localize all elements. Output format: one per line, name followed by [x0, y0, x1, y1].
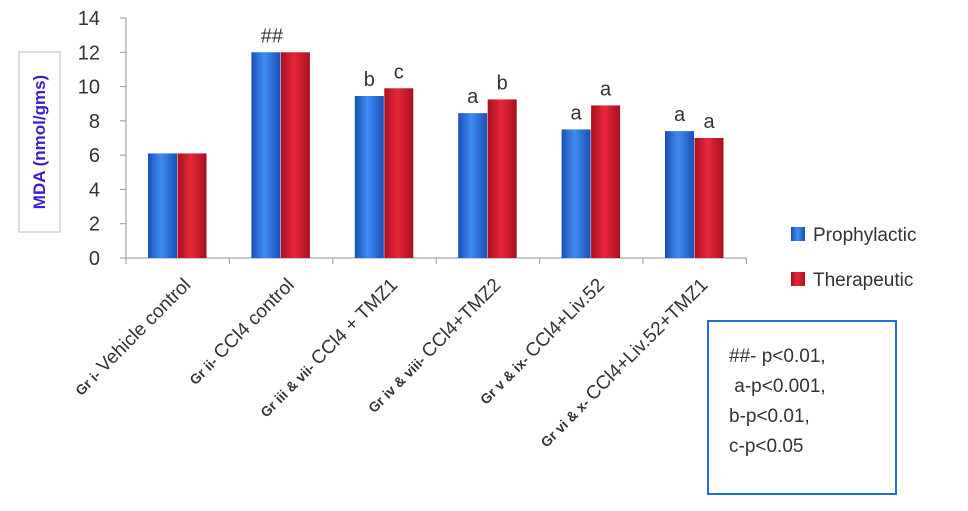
y-tick-label: 0 [89, 248, 100, 270]
legend-swatch-therapeutic [791, 272, 805, 286]
significance-label: ## [261, 25, 284, 47]
y-tick-label: 2 [89, 214, 100, 236]
bar-prophylactic [458, 113, 488, 259]
note-line: a-p<0.001, [729, 376, 826, 397]
x-tick-label: Gr ii- CCl4 control [184, 275, 299, 390]
significance-label: c [394, 61, 404, 83]
y-tick-label: 14 [78, 8, 100, 30]
bar-therapeutic [487, 99, 517, 258]
legend-label: Prophylactic [813, 225, 917, 246]
significance-label: a [703, 111, 715, 133]
y-axis-label-box [18, 51, 61, 233]
legend-swatch-prophylactic [791, 227, 805, 241]
y-tick-label: 4 [89, 179, 100, 201]
y-tick-label: 12 [78, 42, 100, 64]
category-name: CCl4+Liv.52 [521, 275, 608, 362]
bar-prophylactic [251, 52, 281, 259]
y-tick-label: 10 [78, 77, 100, 99]
category-prefix: Gr iv & viii- [365, 350, 431, 416]
significance-label: a [674, 104, 686, 126]
legend-label: Therapeutic [813, 270, 913, 291]
note-line: c-p<0.05 [729, 436, 804, 457]
significance-notes-box: ##- p<0.01, a-p<0.001, b-p<0.01, c-p<0.0… [707, 320, 897, 495]
y-tick-label: 8 [89, 111, 100, 133]
bar-therapeutic [694, 138, 724, 258]
bar-therapeutic [591, 105, 621, 258]
category-name: CCl4 + TMZ1 [307, 275, 402, 370]
bar-prophylactic [148, 153, 177, 258]
category-name: CCl4+TMZ2 [418, 275, 506, 363]
bar-prophylactic [665, 131, 694, 258]
y-axis-label: MDA (nmol/gms) [30, 75, 49, 209]
x-tick-label: Gr i- Vehicle control [70, 275, 195, 400]
bar-therapeutic [280, 52, 310, 259]
significance-label: a [600, 78, 612, 100]
significance-label: b [497, 72, 508, 94]
category-name: CCl4 control [210, 275, 299, 364]
category-prefix: Gr v & ix- [477, 349, 535, 407]
significance-label: a [571, 102, 583, 124]
bar-prophylactic [561, 129, 591, 258]
bar-therapeutic [177, 153, 207, 258]
category-name: Vehicle control [93, 275, 195, 377]
y-tick-label: 6 [89, 145, 100, 167]
bar-prophylactic [354, 96, 384, 258]
x-tick-label: Gr vi & x- CCl4+Liv.52+TMZ1 [535, 275, 712, 452]
significance-label: a [467, 86, 479, 108]
note-line: ##- p<0.01, [729, 346, 826, 367]
category-prefix: Gr vi & x- [537, 392, 595, 450]
bar-therapeutic [384, 88, 414, 259]
note-line: b-p<0.01, [729, 406, 810, 427]
significance-label: b [364, 69, 375, 91]
category-prefix: Gr iii & vii- [257, 357, 321, 421]
